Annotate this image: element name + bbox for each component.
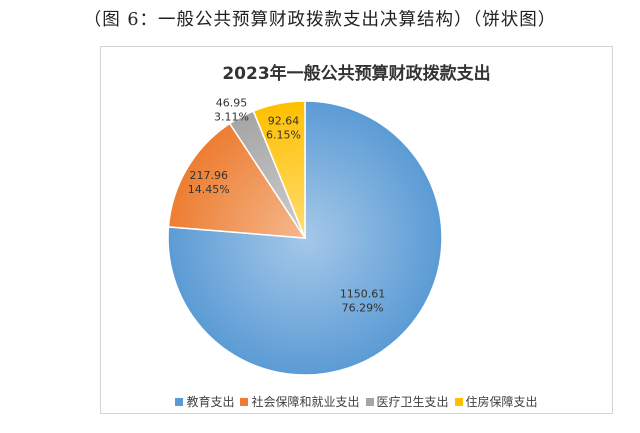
legend-swatch xyxy=(240,397,249,406)
pie-slice-2 xyxy=(167,122,307,239)
slice-percent-label: 76.29% xyxy=(342,301,384,314)
chart-area: 2023年一般公共预算财政拨款支出 1150.61 76.29% 217.96 14.… xyxy=(100,46,613,414)
slice-percent-label: 3.11% xyxy=(214,110,249,123)
legend-swatch xyxy=(175,397,184,406)
chart-title: 2023年一般公共预算财政拨款支出 xyxy=(222,64,491,84)
slice-value-label: 92.64 xyxy=(268,115,300,128)
legend-swatch xyxy=(454,397,463,406)
chart-legend: 教育支出 社会保障和就业支出 医疗卫生支出 住房保障支出 xyxy=(101,393,612,410)
legend-swatch xyxy=(365,397,374,406)
legend-item: 社会保障和就业支出 xyxy=(240,393,360,410)
legend-label: 医疗卫生支出 xyxy=(376,395,449,409)
legend-item: 医疗卫生支出 xyxy=(365,393,449,410)
pie-slice-1 xyxy=(167,100,443,376)
pie-slice-4 xyxy=(252,100,306,239)
legend-label: 教育支出 xyxy=(186,395,235,409)
legend-label: 社会保障和就业支出 xyxy=(251,395,360,409)
slice-percent-label: 6.15% xyxy=(266,129,301,142)
slice-value-label: 217.96 xyxy=(189,169,228,182)
figure-caption: （图 6：一般公共预算财政拨款支出决算结构）（饼状图） xyxy=(83,10,557,30)
legend-item: 教育支出 xyxy=(175,393,234,410)
slice-percent-label: 14.45% xyxy=(188,183,230,196)
slice-value-label: 46.95 xyxy=(216,96,248,109)
legend-item: 住房保障支出 xyxy=(454,393,538,410)
legend-label: 住房保障支出 xyxy=(465,395,538,409)
slice-value-label: 1150.61 xyxy=(340,287,386,300)
